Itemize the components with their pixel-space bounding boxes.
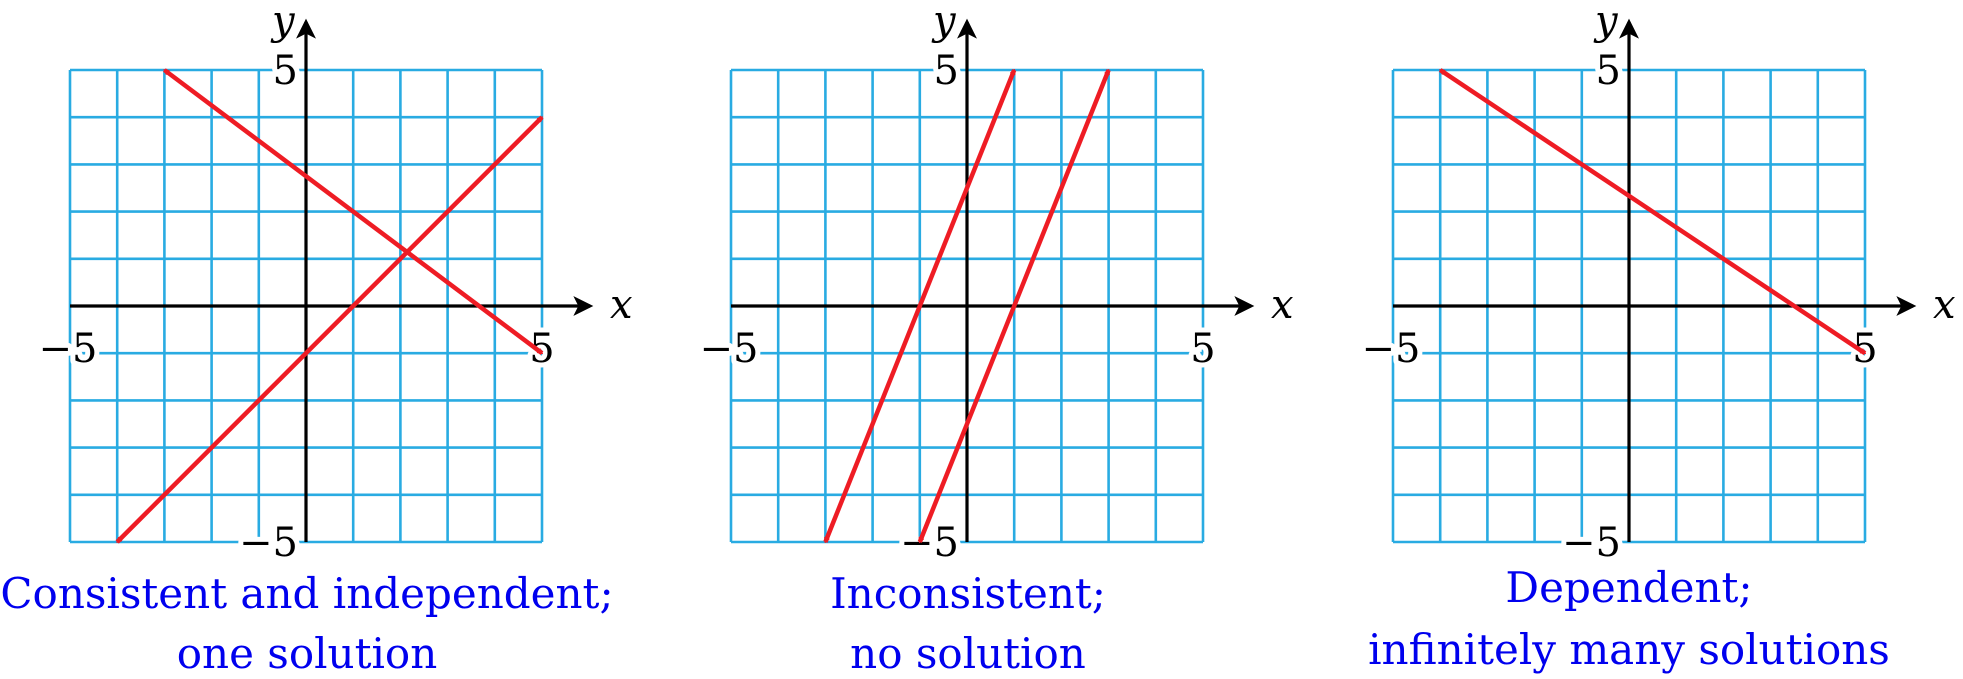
x-tick-label-min: −5 bbox=[39, 326, 98, 372]
series-line bbox=[117, 117, 542, 542]
x-axis-label: x bbox=[1271, 282, 1294, 328]
y-axis-label: y bbox=[1593, 0, 1619, 44]
y-tick-label-max: 5 bbox=[934, 48, 959, 94]
y-tick-label-max: 5 bbox=[1596, 48, 1621, 94]
y-tick-label-min: −5 bbox=[239, 520, 298, 566]
y-tick-label-min: −5 bbox=[1562, 520, 1621, 566]
y-axis-label: y bbox=[931, 0, 957, 44]
x-axis-label: x bbox=[610, 282, 633, 328]
chart-caption-line: infinitely many solutions bbox=[1368, 625, 1890, 674]
x-tick-label-min: −5 bbox=[700, 326, 759, 372]
chart-caption-line: Inconsistent; bbox=[830, 569, 1106, 618]
y-tick-label-max: 5 bbox=[273, 48, 298, 94]
chart-caption-line: no solution bbox=[850, 629, 1086, 678]
x-axis-label: x bbox=[1933, 282, 1956, 328]
y-axis-label: y bbox=[270, 0, 296, 44]
x-tick-label-min: −5 bbox=[1362, 326, 1421, 372]
x-tick-label-max: 5 bbox=[1190, 326, 1215, 372]
chart-caption-line: Dependent; bbox=[1505, 563, 1752, 612]
chart-caption-line: one solution bbox=[177, 629, 438, 678]
y-tick-label-min: −5 bbox=[900, 520, 959, 566]
chart-caption-line: Consistent and independent; bbox=[0, 569, 613, 618]
